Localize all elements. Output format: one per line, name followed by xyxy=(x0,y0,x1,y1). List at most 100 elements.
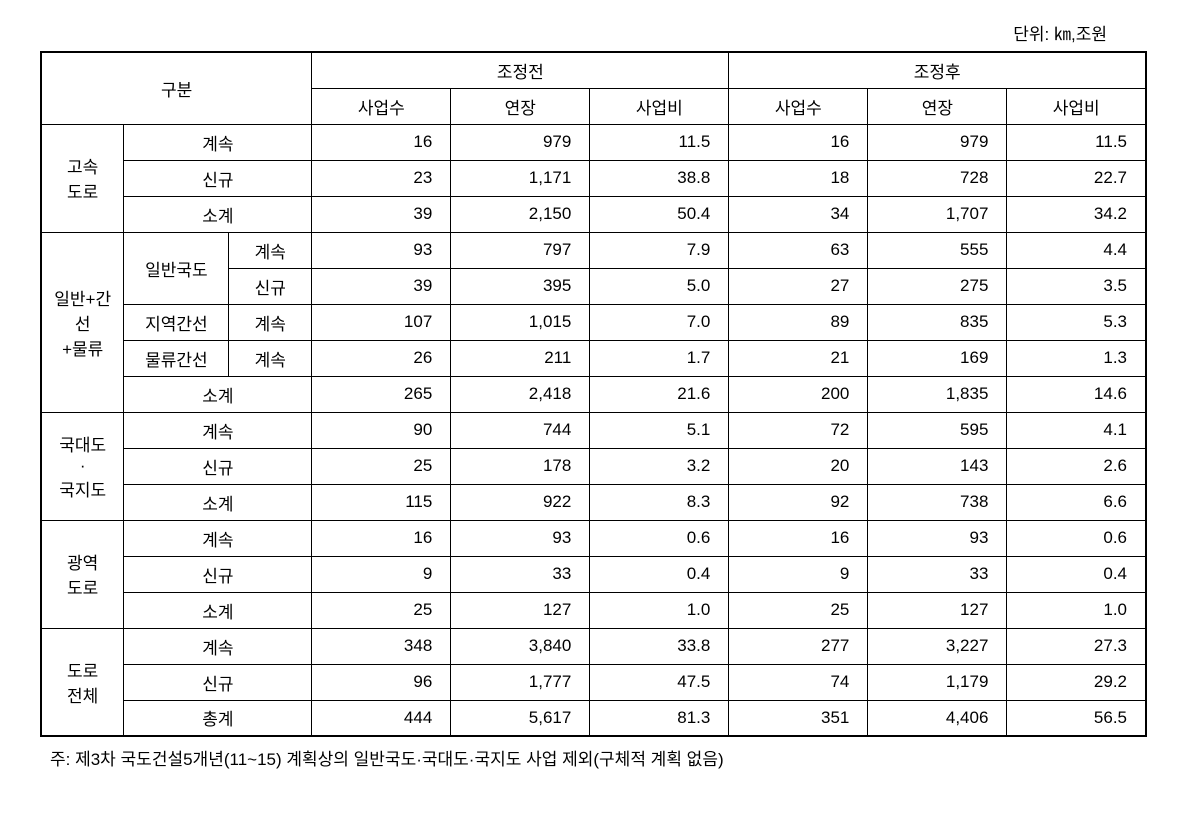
table-row: 도로전체 계속 348 3,840 33.8 277 3,227 27.3 xyxy=(41,628,1146,664)
cell: 744 xyxy=(451,412,590,448)
cell: 2.6 xyxy=(1007,448,1146,484)
th-after: 조정후 xyxy=(729,52,1146,88)
row-label: 계속 xyxy=(124,124,312,160)
row-label: 신규 xyxy=(124,556,312,592)
table-row: 소계 25 127 1.0 25 127 1.0 xyxy=(41,592,1146,628)
group-label-national: 국대도·국지도 xyxy=(41,412,124,520)
cell: 979 xyxy=(868,124,1007,160)
table-row: 광역도로 계속 16 93 0.6 16 93 0.6 xyxy=(41,520,1146,556)
cell: 7.0 xyxy=(590,304,729,340)
cell: 93 xyxy=(868,520,1007,556)
cell: 275 xyxy=(868,268,1007,304)
cell: 797 xyxy=(451,232,590,268)
row-label: 신규 xyxy=(229,268,312,304)
table-row: 신규 96 1,777 47.5 74 1,179 29.2 xyxy=(41,664,1146,700)
cell: 4,406 xyxy=(868,700,1007,736)
th-after-length: 연장 xyxy=(868,88,1007,124)
cell: 16 xyxy=(312,124,451,160)
cell: 127 xyxy=(451,592,590,628)
cell: 178 xyxy=(451,448,590,484)
cell: 90 xyxy=(312,412,451,448)
cell: 1.0 xyxy=(590,592,729,628)
row-label: 신규 xyxy=(124,160,312,196)
cell: 89 xyxy=(729,304,868,340)
cell: 1,707 xyxy=(868,196,1007,232)
cell: 22.7 xyxy=(1007,160,1146,196)
cell: 2,418 xyxy=(451,376,590,412)
cell: 38.8 xyxy=(590,160,729,196)
cell: 92 xyxy=(729,484,868,520)
cell: 81.3 xyxy=(590,700,729,736)
cell: 39 xyxy=(312,268,451,304)
cell: 26 xyxy=(312,340,451,376)
cell: 7.9 xyxy=(590,232,729,268)
subgroup-label: 일반국도 xyxy=(124,232,229,304)
cell: 922 xyxy=(451,484,590,520)
cell: 3,227 xyxy=(868,628,1007,664)
cell: 25 xyxy=(312,448,451,484)
table-row: 물류간선 계속 26 211 1.7 21 169 1.3 xyxy=(41,340,1146,376)
cell: 9 xyxy=(312,556,451,592)
table-row: 신규 25 178 3.2 20 143 2.6 xyxy=(41,448,1146,484)
row-label: 계속 xyxy=(229,304,312,340)
cell: 9 xyxy=(729,556,868,592)
th-before: 조정전 xyxy=(312,52,729,88)
cell: 1.7 xyxy=(590,340,729,376)
cell: 5.3 xyxy=(1007,304,1146,340)
th-after-cost: 사업비 xyxy=(1007,88,1146,124)
group-label-highway: 고속도로 xyxy=(41,124,124,232)
cell: 27 xyxy=(729,268,868,304)
cell: 277 xyxy=(729,628,868,664)
cell: 1,835 xyxy=(868,376,1007,412)
cell: 107 xyxy=(312,304,451,340)
cell: 29.2 xyxy=(1007,664,1146,700)
cell: 169 xyxy=(868,340,1007,376)
row-label: 계속 xyxy=(124,628,312,664)
th-after-count: 사업수 xyxy=(729,88,868,124)
cell: 16 xyxy=(729,520,868,556)
cell: 47.5 xyxy=(590,664,729,700)
th-before-cost: 사업비 xyxy=(590,88,729,124)
cell: 127 xyxy=(868,592,1007,628)
cell: 5,617 xyxy=(451,700,590,736)
cell: 33 xyxy=(868,556,1007,592)
table-row: 지역간선 계속 107 1,015 7.0 89 835 5.3 xyxy=(41,304,1146,340)
cell: 25 xyxy=(729,592,868,628)
cell: 835 xyxy=(868,304,1007,340)
cell: 3,840 xyxy=(451,628,590,664)
row-label: 계속 xyxy=(229,232,312,268)
row-label: 신규 xyxy=(124,448,312,484)
cell: 4.1 xyxy=(1007,412,1146,448)
cell: 728 xyxy=(868,160,1007,196)
cell: 25 xyxy=(312,592,451,628)
cell: 395 xyxy=(451,268,590,304)
cell: 979 xyxy=(451,124,590,160)
table-row: 소계 39 2,150 50.4 34 1,707 34.2 xyxy=(41,196,1146,232)
table-row: 국대도·국지도 계속 90 744 5.1 72 595 4.1 xyxy=(41,412,1146,448)
row-label: 소계 xyxy=(124,196,312,232)
cell: 93 xyxy=(312,232,451,268)
cell: 34.2 xyxy=(1007,196,1146,232)
cell: 23 xyxy=(312,160,451,196)
subgroup-label: 물류간선 xyxy=(124,340,229,376)
cell: 5.0 xyxy=(590,268,729,304)
cell: 11.5 xyxy=(590,124,729,160)
table-row: 총계 444 5,617 81.3 351 4,406 56.5 xyxy=(41,700,1146,736)
cell: 4.4 xyxy=(1007,232,1146,268)
table-row: 신규 23 1,171 38.8 18 728 22.7 xyxy=(41,160,1146,196)
th-category: 구분 xyxy=(41,52,312,124)
row-label: 소계 xyxy=(124,484,312,520)
footnote: 주: 제3차 국도건설5개년(11~15) 계획상의 일반국도·국대도·국지도 … xyxy=(40,745,1147,770)
cell: 14.6 xyxy=(1007,376,1146,412)
cell: 56.5 xyxy=(1007,700,1146,736)
cell: 50.4 xyxy=(590,196,729,232)
cell: 6.6 xyxy=(1007,484,1146,520)
cell: 348 xyxy=(312,628,451,664)
cell: 2,150 xyxy=(451,196,590,232)
row-label: 소계 xyxy=(124,376,312,412)
cell: 0.4 xyxy=(590,556,729,592)
cell: 1,179 xyxy=(868,664,1007,700)
cell: 0.4 xyxy=(1007,556,1146,592)
cell: 444 xyxy=(312,700,451,736)
cell: 5.1 xyxy=(590,412,729,448)
